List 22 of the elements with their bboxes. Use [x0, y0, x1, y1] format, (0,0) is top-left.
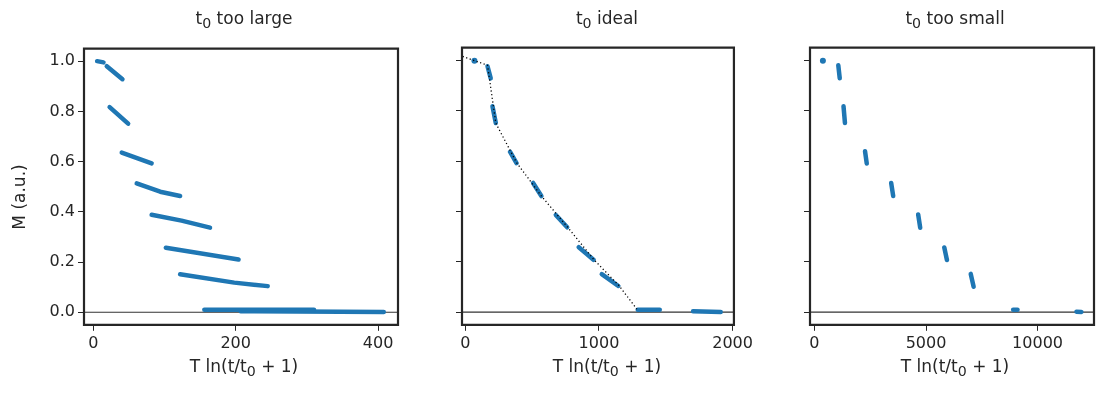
y-axis-title: M (a.u.): [9, 164, 29, 230]
x-tick-label: 1000: [578, 332, 620, 352]
y-tick-label: 0.6: [49, 150, 75, 170]
chart-title: t$_{0}$ too large: [194, 8, 293, 34]
x-tick-label: 2000: [712, 332, 753, 352]
x-tick-label: 10000: [1012, 332, 1064, 352]
chart-title: t$_{0}$ too small: [904, 8, 1005, 34]
y-tick-label: 0.2: [49, 251, 75, 271]
y-tick-label: 0.4: [49, 200, 75, 220]
x-tick-label: 0: [88, 332, 99, 352]
y-tick-label: 0.8: [49, 100, 75, 120]
x-tick-label: 0: [809, 332, 820, 352]
y-tick-label: 0.0: [49, 301, 75, 321]
x-tick-label: 400: [362, 332, 394, 352]
x-axis-title: T ln(t/t$_{0}$ + 1): [551, 356, 662, 382]
x-axis-title: T ln(t/t$_{0}$ + 1): [188, 356, 299, 382]
x-tick-label: 5000: [905, 332, 947, 352]
x-tick-label: 0: [460, 332, 471, 352]
chart-title: t$_{0}$ ideal: [574, 8, 639, 34]
x-tick-label: 200: [220, 332, 251, 352]
y-tick-label: 1.0: [49, 50, 75, 70]
x-axis-title: T ln(t/t$_{0}$ + 1): [899, 356, 1010, 382]
